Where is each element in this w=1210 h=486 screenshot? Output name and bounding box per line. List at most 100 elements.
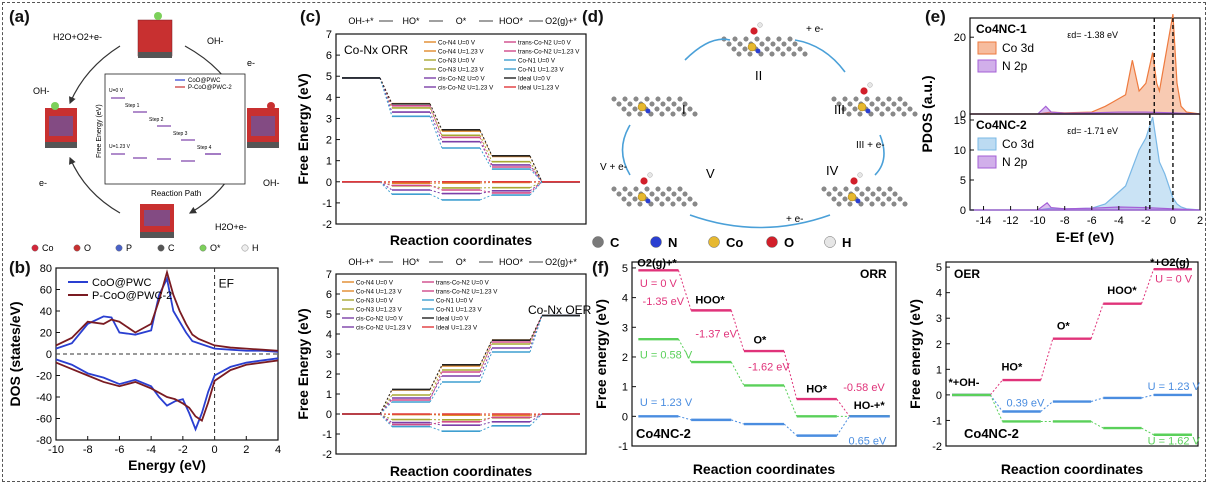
atom-legend-label: Co — [726, 235, 743, 250]
inset-step-2: Step 2 — [149, 117, 164, 123]
legend-label: Co-N3 U=0 V — [356, 298, 394, 305]
y-tick-label: -1 — [618, 441, 628, 453]
cycle-arrow — [621, 124, 631, 176]
y-tick-label: 5 — [326, 71, 332, 83]
panel-f-oer-chart: -2 -1 0 1 2 3 4 5 Reaction coordinates Free energ… — [907, 257, 1201, 477]
energy-connector — [783, 350, 798, 400]
energy-connector — [379, 181, 393, 191]
energy-connector — [429, 111, 443, 142]
y-axis-label: Free energy (eV) — [593, 299, 609, 409]
energy-connector — [479, 189, 493, 194]
carbon-atom — [869, 201, 875, 207]
legend-label: trans-Co-N2 U=1.23 V — [518, 49, 580, 56]
plot-frame — [335, 273, 587, 455]
energy-connector — [529, 168, 543, 183]
species-label: *+O2(g) — [1150, 257, 1190, 269]
x-axis-label: E-Ef (eV) — [1056, 229, 1114, 245]
energy-connector — [479, 341, 493, 373]
carbon-atom — [622, 96, 628, 102]
y-tick-label: 0 — [936, 390, 942, 402]
d-band-center-label: εd= -1.71 eV — [1067, 126, 1118, 136]
y-tick-label: 1 — [622, 382, 628, 394]
plot-frame — [945, 261, 1199, 447]
carbon-atom — [886, 196, 892, 202]
carbon-atom — [869, 101, 875, 107]
panel-f-orr-chart: -1 0 1 2 3 4 5 Reaction coordinates Free energy … — [593, 257, 897, 477]
y-tick-label: 0 — [960, 109, 966, 121]
energy-connector — [479, 129, 493, 157]
inset-step-3: Step 3 — [173, 131, 188, 137]
carbon-atom — [857, 111, 863, 117]
species-h2o-o2: H2O+O2+e- — [53, 32, 102, 42]
energy-connector — [1040, 401, 1054, 412]
carbon-atom — [907, 106, 913, 112]
y-tick-label: 3 — [326, 113, 332, 125]
carbon-atom — [836, 201, 842, 207]
y-tick-label: -2 — [932, 441, 942, 453]
oxygen-atom — [860, 87, 868, 95]
energy-connector — [379, 401, 393, 415]
carbon-atom — [887, 186, 893, 192]
legend-label: N 2p — [1002, 155, 1028, 169]
carbon-atom — [802, 51, 808, 57]
carbon-atom — [769, 51, 775, 57]
energy-connector — [479, 351, 493, 383]
chart-title: Co-Nx ORR — [344, 43, 408, 57]
energy-connector — [730, 310, 745, 352]
species-header: O* — [456, 16, 467, 26]
energy-connector — [677, 270, 692, 311]
atom-legend-dot — [199, 244, 207, 252]
carbon-atom — [659, 201, 665, 207]
cycle-arrow — [684, 38, 731, 61]
carbon-atom — [660, 191, 666, 197]
carbon-atom — [854, 186, 860, 192]
legend-label: Ideal U=1.23 V — [518, 85, 560, 92]
carbon-atom — [876, 186, 882, 192]
carbon-atom — [836, 101, 842, 107]
subplot-title: Co4NC-2 — [976, 118, 1027, 132]
y-axis-label: Free Energy (eV) — [296, 73, 311, 184]
y-tick-label: -20 — [36, 371, 52, 383]
carbon-atom — [786, 46, 792, 52]
carbon-atom — [742, 46, 748, 52]
legend-label: Co-N4 U=1.23 V — [438, 49, 484, 56]
atom-legend-label: O* — [210, 243, 221, 253]
x-tick-label: -6 — [115, 444, 125, 456]
cycle-arrow — [689, 214, 831, 229]
species-e-2: e- — [39, 178, 47, 188]
series-label: U = 0 V — [640, 278, 678, 290]
energy-connector — [479, 135, 493, 162]
carbon-atom — [875, 196, 881, 202]
carbon-atom — [692, 201, 698, 207]
y-tick-label: 6 — [326, 289, 332, 301]
series-label: U = 0.58 V — [640, 349, 693, 361]
x-tick-label: -4 — [146, 444, 156, 456]
carbon-atom — [831, 96, 837, 102]
x-tick-label: 2 — [243, 444, 249, 456]
carbon-atom — [687, 196, 693, 202]
catalyst-label: Co4NC-2 — [636, 426, 691, 441]
carbon-atom — [655, 96, 661, 102]
carbon-atom — [666, 96, 672, 102]
energy-connector — [529, 315, 543, 341]
cycle-arrow — [874, 134, 885, 176]
carbon-atom — [791, 51, 797, 57]
energy-connector — [429, 426, 443, 432]
energy-annotation: -0.58 eV — [843, 382, 885, 394]
carbon-atom — [870, 191, 876, 197]
y-tick-label: 60 — [40, 285, 52, 297]
species-h2o-e: H2O+e- — [215, 222, 247, 232]
hydrogen-atom — [757, 22, 763, 28]
species-header: O* — [456, 257, 467, 267]
energy-connector — [529, 181, 543, 192]
x-axis-label: Reaction coordinates — [390, 232, 533, 248]
carbon-atom — [659, 111, 665, 117]
carbon-atom — [841, 106, 847, 112]
oxygen-atom — [850, 177, 858, 185]
cycle-arrow-1 — [69, 45, 121, 105]
carbon-atom — [776, 36, 782, 42]
species-header: OH-+* — [348, 257, 374, 267]
panel-label-f: (f) — [592, 258, 609, 277]
legend-label: N 2p — [1002, 59, 1028, 73]
